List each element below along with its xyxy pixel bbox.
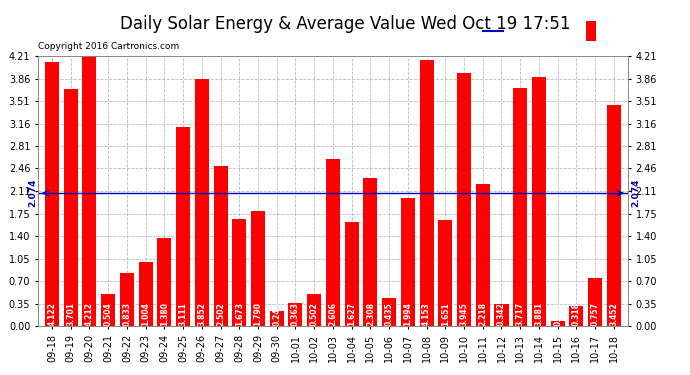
Text: 1.004: 1.004 [141,302,150,326]
Text: 4.122: 4.122 [48,302,57,326]
Text: 0.363: 0.363 [291,302,300,326]
Bar [382,298,396,326]
Bar [157,238,171,326]
Bar [438,220,453,326]
Bar [607,105,621,326]
Text: 1.673: 1.673 [235,302,244,326]
Text: 2.308: 2.308 [366,302,375,326]
Text: 0.243: 0.243 [273,302,282,326]
Text: 3.852: 3.852 [197,302,206,326]
Text: 0.757: 0.757 [591,302,600,326]
Text: 0.435: 0.435 [384,302,393,326]
Bar [288,303,302,326]
Text: 3.717: 3.717 [515,302,524,326]
Bar [569,306,584,326]
Text: 0.342: 0.342 [497,302,506,326]
Bar [401,198,415,326]
Bar [139,262,152,326]
Bar [364,178,377,326]
Bar [251,211,265,326]
Text: Daily Solar Energy & Average Value Wed Oct 19 17:51: Daily Solar Energy & Average Value Wed O… [120,15,570,33]
Text: 0.833: 0.833 [122,302,131,326]
Text: 3.452: 3.452 [609,302,618,326]
Text: 2.074: 2.074 [28,179,37,207]
Bar [551,321,564,326]
Text: 1.994: 1.994 [404,302,413,326]
Bar [233,219,246,326]
Bar [586,21,596,41]
Text: 3.945: 3.945 [460,302,469,326]
Text: 4.153: 4.153 [422,302,431,326]
Bar [213,166,228,326]
Bar [495,304,509,326]
Text: 3.881: 3.881 [535,302,544,326]
Bar [475,184,490,326]
Text: 0.318: 0.318 [572,302,581,326]
Bar [270,310,284,326]
Bar [513,88,527,326]
Bar [457,73,471,326]
Text: Average  ($): Average ($) [506,26,558,36]
Text: 0.502: 0.502 [310,302,319,326]
Text: 2.074: 2.074 [631,179,640,207]
Bar [195,79,209,326]
Bar [532,77,546,326]
Bar [307,294,322,326]
Text: 4.212: 4.212 [85,302,94,326]
Bar [120,273,134,326]
Bar [326,159,340,326]
Bar [344,222,359,326]
Bar [588,278,602,326]
Bar [420,60,433,326]
Bar [176,127,190,326]
Bar [101,294,115,326]
Text: 2.502: 2.502 [216,302,225,326]
Bar [63,89,78,326]
Text: 1.790: 1.790 [253,302,262,326]
Text: 0.504: 0.504 [104,302,112,326]
Bar [45,62,59,326]
Text: 2.218: 2.218 [478,302,487,326]
Text: 1.651: 1.651 [441,302,450,326]
Text: 1.627: 1.627 [347,302,356,326]
Text: 3.111: 3.111 [179,302,188,326]
Bar [82,56,97,326]
Text: 2.606: 2.606 [328,302,337,326]
Text: 3.701: 3.701 [66,302,75,326]
Text: Daily  ($): Daily ($) [600,26,638,36]
Text: 1.380: 1.380 [160,302,169,326]
Text: 0.085: 0.085 [553,302,562,326]
Text: Copyright 2016 Cartronics.com: Copyright 2016 Cartronics.com [38,42,179,51]
